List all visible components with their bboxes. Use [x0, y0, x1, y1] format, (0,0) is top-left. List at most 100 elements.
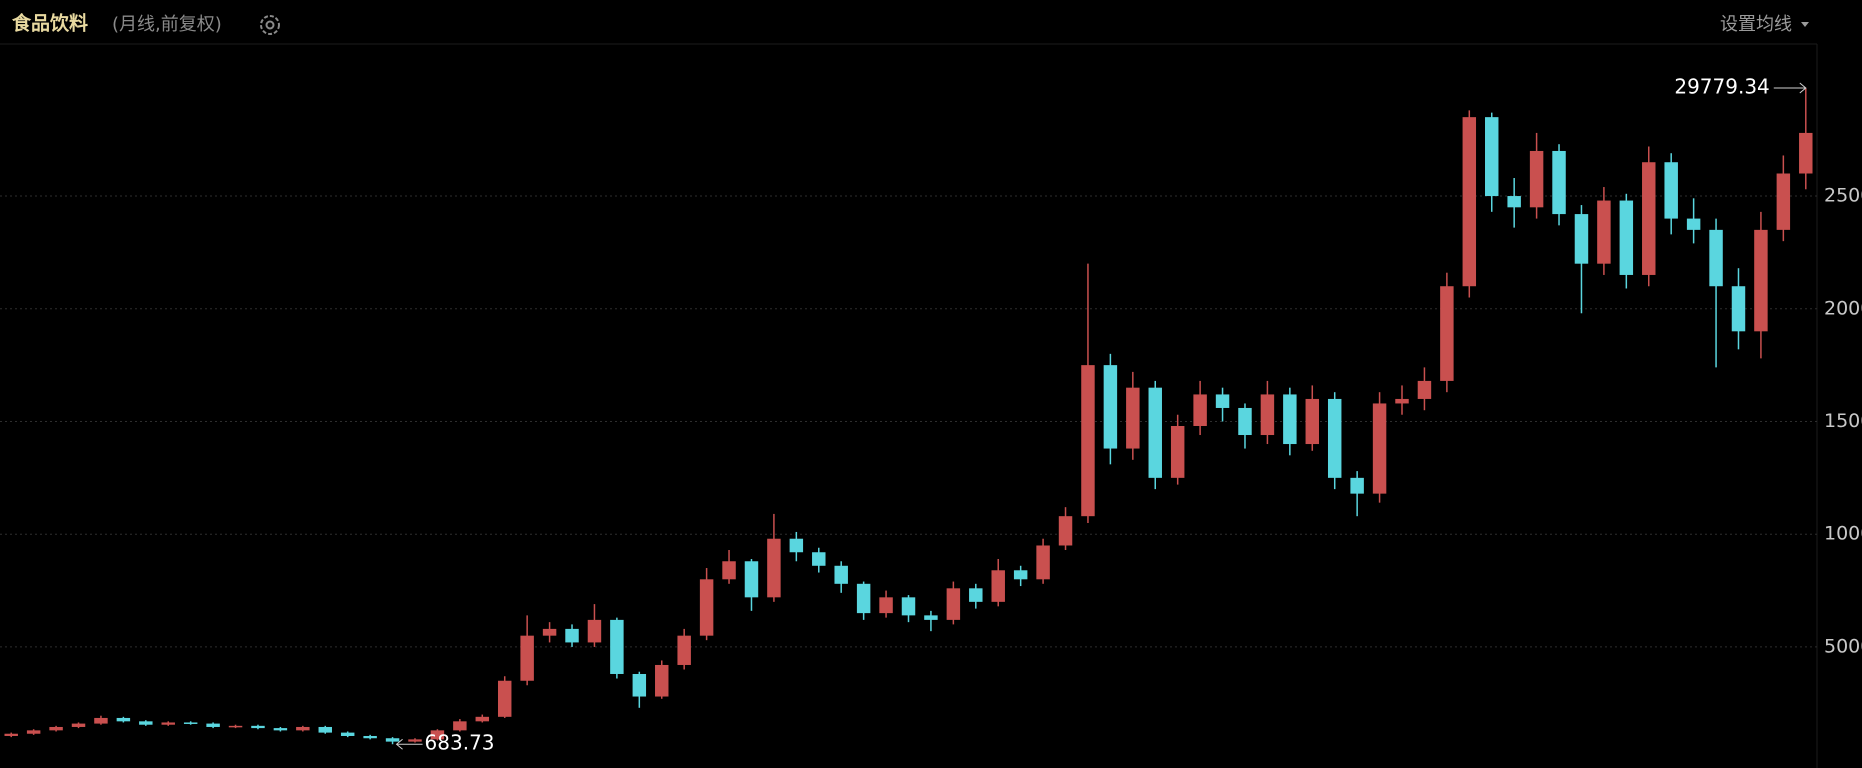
candle-body: [1619, 200, 1634, 275]
candle-body: [901, 597, 916, 616]
candle-body: [273, 728, 288, 731]
y-tick-label: 20000: [1824, 297, 1862, 319]
candle-body: [1327, 398, 1342, 478]
candle-body: [1283, 394, 1297, 445]
candle-body: [1148, 387, 1162, 478]
min-label: 683.73: [425, 731, 495, 755]
candle-body: [26, 730, 41, 734]
candle-body: [655, 664, 669, 697]
candle-body: [1485, 117, 1499, 197]
candle-body: [946, 588, 961, 620]
candle-body: [1574, 214, 1589, 264]
candle-body: [1417, 380, 1432, 399]
candle-body: [1552, 150, 1566, 215]
candle-body: [408, 739, 422, 742]
candle-body: [1395, 398, 1409, 404]
candle-body: [94, 717, 108, 724]
candle-body: [1709, 229, 1723, 287]
candle-body: [1058, 516, 1073, 546]
chart-title: 食品饮料: [12, 12, 88, 35]
candle-body: [1507, 196, 1521, 208]
max-arrow-head: [1799, 82, 1807, 94]
candle-body: [1529, 150, 1544, 208]
candle-body: [1642, 162, 1656, 275]
candle-body: [475, 716, 490, 722]
candle-body: [1462, 117, 1477, 287]
candle-body: [4, 733, 18, 736]
candle-body: [812, 552, 826, 566]
candle-body: [1440, 286, 1454, 381]
gear-center: [265, 20, 275, 30]
candle-body: [1754, 229, 1768, 332]
candle-body: [363, 735, 377, 739]
y-tick-label: 25000: [1824, 185, 1862, 207]
candle-body: [856, 583, 871, 614]
candle-body: [1776, 173, 1791, 230]
candle-body: [1103, 365, 1118, 449]
candle-body: [1013, 570, 1028, 580]
candle-body: [542, 628, 557, 636]
candle-body: [49, 726, 63, 731]
candle-body: [1350, 477, 1364, 494]
candle-body: [1597, 200, 1611, 264]
candle-body: [1799, 132, 1813, 174]
candle-body: [453, 721, 467, 731]
gear-outline: [260, 15, 280, 35]
candle-body: [789, 538, 804, 553]
settings-gear[interactable]: [260, 15, 280, 35]
dropdown-arrow: [1801, 22, 1809, 27]
y-tick-label: 5000: [1824, 635, 1862, 657]
candle-body: [722, 561, 736, 580]
candle-body: [565, 628, 579, 643]
candle-body: [1215, 394, 1230, 408]
chart-subtitle: (月线,前复权): [112, 14, 222, 35]
candle-body: [677, 635, 691, 665]
candle-body: [1238, 407, 1252, 436]
ma-settings-button[interactable]: 设置均线: [1720, 14, 1792, 35]
candle-body: [699, 579, 714, 636]
candle-body: [116, 717, 131, 722]
candle-body: [520, 635, 534, 681]
candle-body: [1664, 162, 1678, 219]
min-arrow-head: [395, 738, 403, 750]
candle-body: [1126, 387, 1140, 449]
candle-body: [632, 673, 647, 697]
candle-body: [767, 538, 781, 598]
candle-body: [1081, 365, 1095, 517]
candle-body: [1305, 398, 1320, 445]
candle-body: [1170, 426, 1185, 478]
candle-body: [497, 680, 512, 717]
y-tick-label: 10000: [1824, 523, 1862, 545]
y-tick-label: 15000: [1824, 410, 1862, 432]
candle-body: [1036, 545, 1050, 580]
candle-body: [183, 722, 198, 724]
candle-body: [969, 588, 983, 602]
max-label: 29779.34: [1674, 75, 1769, 99]
candle-body: [1193, 394, 1207, 427]
candle-body: [1731, 286, 1746, 332]
candle-body: [1372, 403, 1387, 494]
candle-body: [430, 730, 445, 740]
candle-body: [385, 738, 400, 742]
candle-body: [587, 619, 602, 643]
candle-body: [1686, 218, 1701, 230]
candle-body: [1260, 394, 1275, 436]
candle-body: [139, 721, 153, 725]
candle-body: [228, 725, 243, 728]
candle-body: [744, 561, 759, 598]
candle-body: [251, 725, 265, 729]
candle-body: [71, 723, 86, 727]
candle-body: [991, 570, 1005, 602]
candle-body: [296, 726, 310, 731]
candle-body: [834, 565, 848, 584]
candle-body: [879, 597, 893, 614]
candle-body: [206, 723, 220, 727]
candle-body: [161, 722, 175, 725]
candle-body: [924, 615, 938, 620]
candle-body: [318, 726, 332, 733]
candle-body: [610, 619, 624, 674]
candle-body: [340, 732, 355, 736]
